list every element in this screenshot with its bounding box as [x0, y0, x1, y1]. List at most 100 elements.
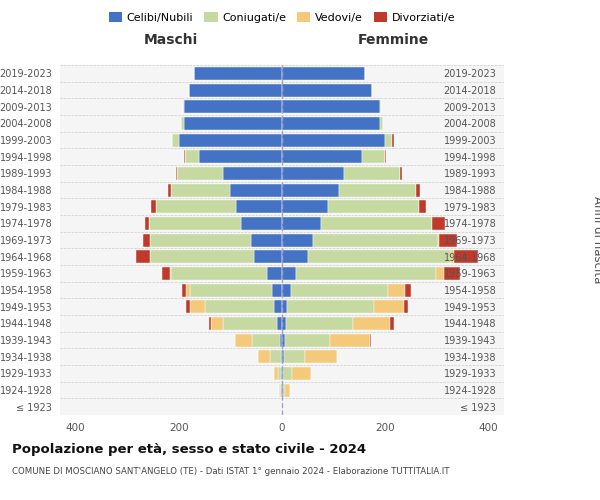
Bar — [282, 100, 380, 113]
Bar — [308, 250, 451, 263]
Bar — [438, 234, 439, 246]
Bar — [432, 217, 445, 230]
Bar — [280, 334, 282, 346]
Bar — [380, 100, 381, 113]
Bar — [189, 84, 282, 96]
Bar — [451, 250, 454, 263]
Bar — [281, 350, 282, 363]
Bar — [151, 234, 251, 246]
Bar — [404, 300, 408, 313]
Bar — [321, 217, 432, 230]
Bar — [282, 167, 344, 180]
Legend: Celibi/Nubili, Coniugati/e, Vedovi/e, Divorziati/e: Celibi/Nubili, Coniugati/e, Vedovi/e, Di… — [104, 8, 460, 27]
Bar — [374, 300, 404, 313]
Bar — [209, 317, 211, 330]
Bar — [330, 334, 370, 346]
Bar — [287, 300, 374, 313]
Bar — [266, 267, 282, 280]
Bar — [285, 384, 290, 396]
Bar — [282, 134, 385, 146]
Bar — [436, 267, 444, 280]
Bar — [439, 234, 457, 246]
Bar — [283, 384, 285, 396]
Bar — [277, 317, 282, 330]
Bar — [362, 150, 385, 163]
Bar — [151, 200, 155, 213]
Bar — [284, 350, 305, 363]
Bar — [282, 284, 291, 296]
Bar — [169, 184, 171, 196]
Bar — [145, 217, 149, 230]
Bar — [211, 317, 223, 330]
Bar — [344, 167, 400, 180]
Bar — [184, 100, 282, 113]
Bar — [282, 300, 287, 313]
Bar — [284, 334, 330, 346]
Bar — [162, 267, 170, 280]
Bar — [419, 200, 426, 213]
Bar — [183, 100, 184, 113]
Bar — [286, 317, 353, 330]
Bar — [143, 234, 151, 246]
Bar — [269, 350, 281, 363]
Bar — [181, 117, 184, 130]
Bar — [283, 367, 292, 380]
Bar — [305, 350, 337, 363]
Bar — [392, 134, 394, 146]
Bar — [223, 317, 277, 330]
Bar — [274, 300, 282, 313]
Bar — [444, 267, 460, 280]
Bar — [155, 200, 236, 213]
Text: Popolazione per età, sesso e stato civile - 2024: Popolazione per età, sesso e stato civil… — [12, 442, 366, 456]
Bar — [194, 67, 282, 80]
Text: Maschi: Maschi — [144, 34, 198, 48]
Bar — [282, 117, 380, 130]
Bar — [199, 150, 282, 163]
Bar — [282, 217, 321, 230]
Bar — [136, 250, 150, 263]
Bar — [292, 367, 311, 380]
Bar — [230, 184, 282, 196]
Bar — [282, 317, 286, 330]
Bar — [405, 284, 411, 296]
Text: Femmine: Femmine — [358, 34, 428, 48]
Bar — [251, 234, 282, 246]
Bar — [282, 200, 328, 213]
Bar — [339, 184, 416, 196]
Bar — [236, 200, 282, 213]
Bar — [241, 217, 282, 230]
Bar — [296, 267, 436, 280]
Bar — [282, 334, 284, 346]
Bar — [282, 150, 362, 163]
Bar — [223, 167, 282, 180]
Bar — [391, 317, 394, 330]
Bar — [182, 284, 187, 296]
Bar — [254, 250, 282, 263]
Bar — [171, 184, 230, 196]
Bar — [282, 350, 284, 363]
Bar — [280, 384, 281, 396]
Bar — [353, 317, 391, 330]
Text: COMUNE DI MOSCIANO SANT'ANGELO (TE) - Dati ISTAT 1° gennaio 2024 - Elaborazione : COMUNE DI MOSCIANO SANT'ANGELO (TE) - Da… — [12, 468, 449, 476]
Bar — [272, 284, 282, 296]
Bar — [400, 167, 402, 180]
Bar — [186, 300, 190, 313]
Bar — [282, 84, 373, 96]
Bar — [291, 284, 388, 296]
Bar — [282, 184, 339, 196]
Bar — [190, 300, 205, 313]
Bar — [282, 234, 313, 246]
Bar — [171, 267, 266, 280]
Bar — [388, 284, 405, 296]
Bar — [176, 167, 177, 180]
Bar — [151, 250, 254, 263]
Bar — [370, 334, 371, 346]
Bar — [282, 267, 296, 280]
Bar — [385, 134, 392, 146]
Bar — [170, 267, 171, 280]
Bar — [187, 284, 190, 296]
Bar — [179, 134, 282, 146]
Bar — [454, 250, 478, 263]
Bar — [251, 334, 280, 346]
Bar — [380, 117, 383, 130]
